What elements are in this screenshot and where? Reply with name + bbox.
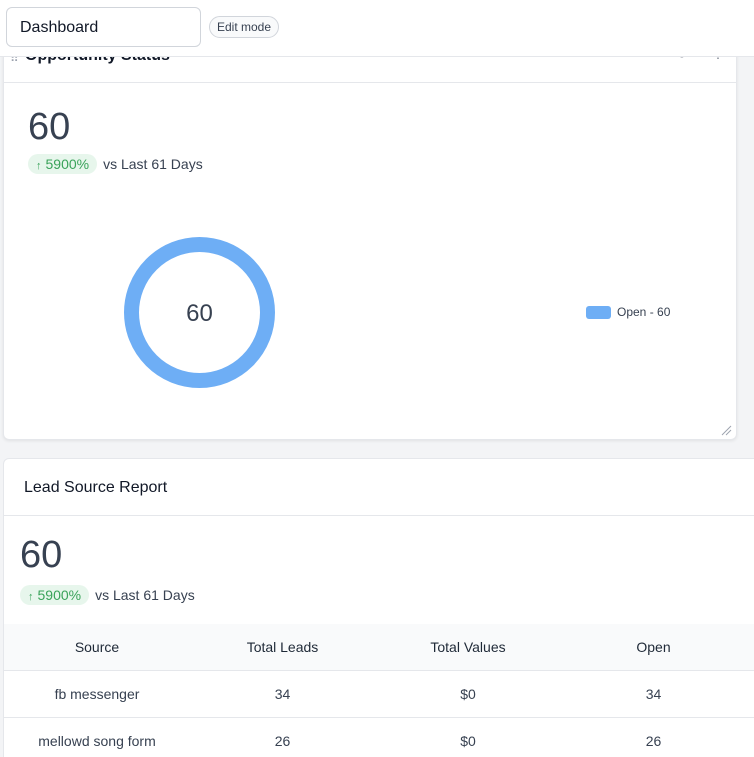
dashboard-select[interactable]: Dashboard — [6, 7, 201, 47]
lead-source-card: Lead Source Report 60 ↑ 5900% vs Last 61 … — [3, 458, 754, 757]
cell-total-values: $0 — [460, 733, 476, 749]
cell-open: 34 — [645, 686, 662, 702]
cell-total-leads: 34 — [274, 686, 291, 702]
cell-source: fb messenger — [54, 686, 140, 702]
cell-source: mellowd song form — [38, 733, 156, 749]
trend-badge: ↑ 5900% — [20, 585, 90, 605]
donut-center-value: 60 — [186, 300, 213, 327]
lead-source-total: 60 — [20, 534, 63, 576]
cell-total-leads: 26 — [274, 733, 291, 749]
resize-handle-icon[interactable] — [720, 424, 732, 436]
card-title: Lead Source Report — [24, 479, 168, 496]
opportunity-donut-chart: 60 — [124, 237, 275, 388]
column-header-total-leads[interactable]: Total Leads — [246, 639, 319, 655]
column-header-total-values[interactable]: Total Values — [430, 639, 506, 655]
table-row[interactable]: fb messenger 34 $0 34 — [4, 671, 754, 718]
lead-source-table: Source Total Leads Total Values Open fb … — [4, 624, 754, 757]
opportunity-total: 60 — [28, 106, 71, 148]
trend-row: ↑ 5900% vs Last 61 Days — [20, 585, 195, 605]
table-header-row: Source Total Leads Total Values Open — [4, 624, 754, 671]
legend-label-open[interactable]: Open - 60 — [617, 305, 671, 319]
trend-label: vs Last 61 Days — [103, 156, 203, 172]
top-bar: Dashboard Edit mode — [0, 0, 754, 57]
donut-slice-open[interactable] — [124, 237, 275, 388]
cell-open: 26 — [645, 733, 662, 749]
column-header-open[interactable]: Open — [636, 639, 671, 655]
chart-legend: Open - 60 — [586, 305, 670, 319]
cell-total-values: $0 — [460, 686, 476, 702]
trend-badge: ↑ 5900% — [28, 154, 98, 174]
column-header-source[interactable]: Source — [74, 639, 120, 655]
arrow-up-icon: ↑ — [28, 591, 34, 603]
trend-row: ↑ 5900% vs Last 61 Days — [28, 154, 203, 174]
table-row[interactable]: mellowd song form 26 $0 26 — [4, 718, 754, 757]
drag-handle-icon[interactable]: ⠿ — [10, 51, 19, 65]
trend-label: vs Last 61 Days — [95, 587, 195, 603]
arrow-up-icon: ↑ — [36, 160, 42, 172]
edit-mode-button[interactable]: Edit mode — [209, 16, 280, 38]
opportunity-status-card: ⠿ Opportunity Status ↻ ⋮ 60 ↑5900% vs La… — [3, 30, 737, 440]
card-header: Lead Source Report — [4, 459, 754, 516]
legend-swatch-open — [586, 305, 611, 319]
